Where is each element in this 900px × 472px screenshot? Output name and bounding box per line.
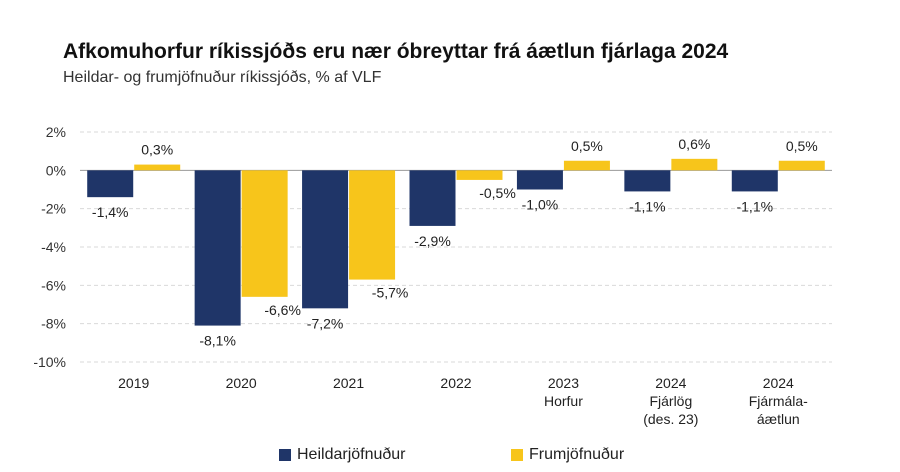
- x-category-label: 2021: [333, 375, 364, 391]
- x-category-label: (des. 23): [643, 411, 698, 427]
- y-tick-label: -6%: [41, 277, 66, 293]
- bar-series-1: [516, 170, 563, 190]
- data-label-series-2: 0,5%: [786, 138, 818, 154]
- x-category-label: 2024: [655, 375, 686, 391]
- bar-series-1: [624, 170, 671, 192]
- y-tick-label: -4%: [41, 239, 66, 255]
- bar-series-1: [87, 170, 134, 198]
- bar-series-1: [731, 170, 778, 192]
- data-label-series-2: 0,3%: [141, 142, 173, 158]
- x-category-label: Horfur: [544, 393, 583, 409]
- legend-label-series-1: Heildarjöfnuður: [297, 446, 406, 463]
- bar-series-1: [302, 170, 349, 309]
- x-category-label: 2024: [763, 375, 794, 391]
- bar-chart: 2% 0% -2% -4% -6% -8% -10% -1,4% 0,3% -8,1% -6,6%…: [33, 124, 832, 427]
- grid-lines: [80, 131, 832, 363]
- bar-series-2: [134, 164, 181, 171]
- y-axis-ticks: 2% 0% -2% -4% -6% -8% -10%: [33, 124, 66, 370]
- x-category-label: áætlun: [757, 411, 800, 427]
- y-tick-label: -10%: [33, 354, 66, 370]
- bar-series-1: [194, 170, 241, 326]
- bar-series-2: [671, 158, 718, 171]
- bar-series-1: [409, 170, 456, 226]
- data-label-series-1: -1,0%: [522, 197, 559, 213]
- bar-series-2: [241, 170, 288, 297]
- data-label-series-2: -0,5%: [479, 185, 516, 201]
- legend-item-series-2: Frumjöfnuður: [511, 446, 624, 464]
- x-category-label: 2019: [118, 375, 149, 391]
- data-label-series-1: -2,9%: [414, 233, 451, 249]
- data-labels: -1,4%0,3%-8,1%-6,6%-7,2%-5,7%-2,9%-0,5%-…: [92, 136, 818, 349]
- y-tick-label: 0%: [46, 162, 66, 178]
- data-label-series-1: -7,2%: [307, 315, 344, 331]
- data-label-series-2: 0,6%: [678, 136, 710, 152]
- bar-series-2: [456, 170, 503, 180]
- x-category-label: Fjármála-: [749, 393, 808, 409]
- bar-series-2: [349, 170, 396, 280]
- data-label-series-1: -1,1%: [629, 198, 666, 214]
- x-category-label: 2020: [226, 375, 257, 391]
- bar-series-2: [563, 160, 610, 171]
- bars: [87, 158, 825, 326]
- y-tick-label: -2%: [41, 201, 66, 217]
- x-category-label: 2022: [440, 375, 471, 391]
- data-label-series-2: -5,7%: [372, 285, 409, 301]
- data-label-series-2: -6,6%: [264, 302, 301, 318]
- bar-series-2: [778, 160, 825, 171]
- x-category-label: Fjárlög: [649, 393, 692, 409]
- y-tick-label: 2%: [46, 124, 66, 140]
- data-label-series-2: 0,5%: [571, 138, 603, 154]
- chart-subtitle: Heildar- og frumjöfnuður ríkissjóðs, % a…: [63, 69, 382, 86]
- legend-swatch-series-2: [511, 449, 523, 461]
- y-tick-label: -8%: [41, 316, 66, 332]
- data-label-series-1: -1,1%: [736, 198, 773, 214]
- legend-item-series-1: Heildarjöfnuður: [279, 446, 406, 464]
- data-label-series-1: -8,1%: [199, 333, 236, 349]
- legend-label-series-2: Frumjöfnuður: [529, 446, 625, 463]
- x-category-label: 2023: [548, 375, 579, 391]
- chart-title: Afkomuhorfur ríkissjóðs eru nær óbreytta…: [63, 40, 729, 63]
- legend-swatch-series-1: [279, 449, 291, 461]
- x-axis-categories: 2019 2020 2021 2022 2023 Horfur 2024 Fjárlög (de…: [118, 375, 808, 427]
- data-label-series-1: -1,4%: [92, 204, 129, 220]
